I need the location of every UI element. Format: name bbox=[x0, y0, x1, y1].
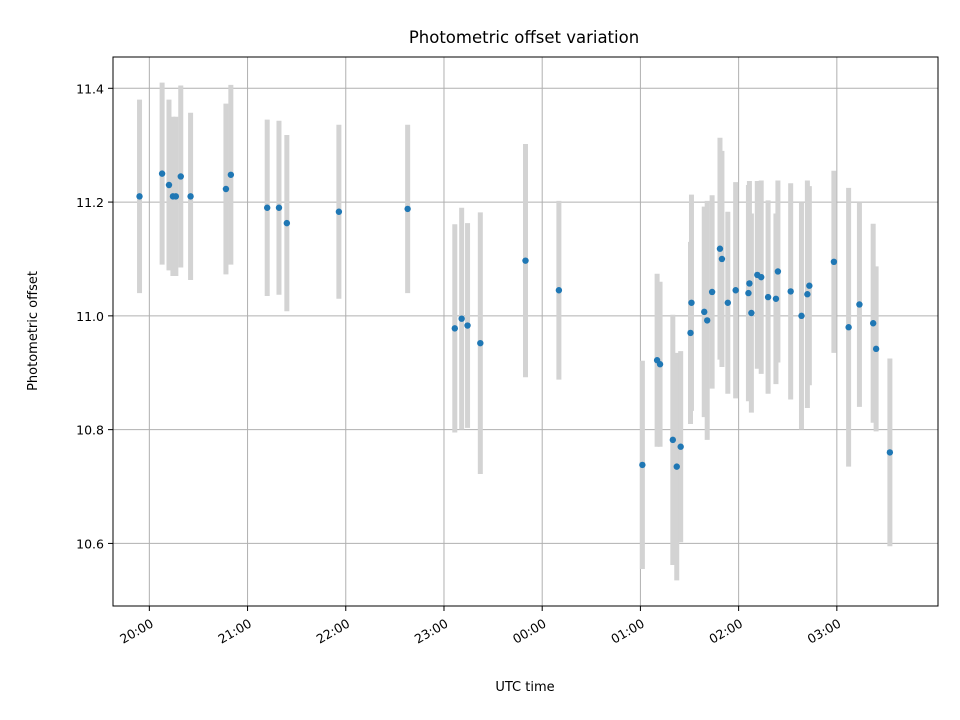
data-point bbox=[856, 301, 863, 308]
y-tick-label: 11.2 bbox=[76, 195, 104, 210]
data-point bbox=[687, 329, 694, 337]
data-points bbox=[136, 170, 894, 470]
data-point bbox=[669, 436, 677, 444]
chart-title: Photometric offset variation bbox=[409, 28, 639, 47]
data-point bbox=[172, 193, 180, 200]
data-point bbox=[774, 268, 782, 275]
x-tick-label: 00:00 bbox=[510, 616, 549, 647]
data-point bbox=[639, 461, 646, 469]
data-point bbox=[673, 463, 680, 470]
data-point bbox=[748, 309, 755, 317]
data-point bbox=[522, 257, 529, 264]
data-point bbox=[886, 449, 894, 456]
data-point bbox=[746, 280, 753, 287]
data-point bbox=[555, 287, 563, 294]
x-axis-label: UTC time bbox=[495, 680, 554, 695]
data-point bbox=[177, 173, 184, 180]
x-tick-label: 21:00 bbox=[215, 616, 254, 647]
error-bars bbox=[137, 82, 893, 581]
y-axis-label: Photometric offset bbox=[26, 271, 41, 391]
data-point bbox=[187, 193, 194, 200]
y-tick-label: 10.6 bbox=[76, 536, 104, 551]
data-point bbox=[758, 273, 765, 281]
data-point bbox=[458, 315, 465, 322]
y-tick-label: 11.0 bbox=[76, 309, 104, 324]
y-axis-ticks: 10.6 10.8 11.0 11.2 11.4 bbox=[76, 81, 113, 551]
data-point bbox=[688, 299, 695, 306]
plot-frame bbox=[112, 56, 939, 607]
data-point bbox=[165, 181, 173, 189]
data-point bbox=[804, 291, 811, 298]
data-point bbox=[136, 193, 143, 200]
data-point bbox=[701, 308, 708, 316]
data-point bbox=[404, 205, 411, 213]
data-point bbox=[703, 317, 711, 324]
data-point bbox=[872, 345, 880, 353]
x-tick-label: 23:00 bbox=[412, 616, 451, 647]
data-point bbox=[335, 208, 343, 215]
data-point bbox=[158, 170, 166, 177]
data-point bbox=[275, 204, 283, 211]
data-point bbox=[263, 204, 271, 211]
x-tick-label: 20:00 bbox=[117, 616, 156, 647]
data-point bbox=[716, 245, 724, 252]
data-point bbox=[787, 288, 794, 295]
x-tick-label: 22:00 bbox=[314, 616, 353, 647]
y-tick-label: 10.8 bbox=[76, 423, 104, 438]
data-point bbox=[806, 282, 813, 289]
data-point bbox=[798, 312, 805, 320]
data-point bbox=[745, 289, 752, 297]
x-tick-label: 02:00 bbox=[706, 616, 745, 647]
data-point bbox=[724, 299, 732, 306]
data-point bbox=[283, 219, 291, 227]
x-tick-label: 03:00 bbox=[805, 616, 844, 647]
data-point bbox=[656, 361, 664, 368]
data-point bbox=[451, 325, 458, 332]
y-tick-label: 11.4 bbox=[76, 81, 104, 96]
data-point bbox=[772, 295, 780, 302]
data-point bbox=[677, 443, 684, 450]
data-point bbox=[830, 258, 838, 266]
data-point bbox=[764, 293, 772, 301]
x-tick-label: 01:00 bbox=[608, 616, 647, 647]
data-point bbox=[718, 255, 726, 263]
data-point bbox=[477, 339, 484, 347]
data-point bbox=[732, 287, 739, 294]
data-point bbox=[227, 171, 235, 178]
data-point bbox=[845, 324, 852, 331]
data-point bbox=[708, 288, 716, 296]
data-point bbox=[222, 185, 230, 193]
data-point bbox=[464, 322, 471, 329]
x-axis-ticks: 20:00 21:00 22:00 23:00 00:00 01:00 02:00 03:00 bbox=[117, 606, 843, 647]
data-point bbox=[869, 320, 877, 327]
